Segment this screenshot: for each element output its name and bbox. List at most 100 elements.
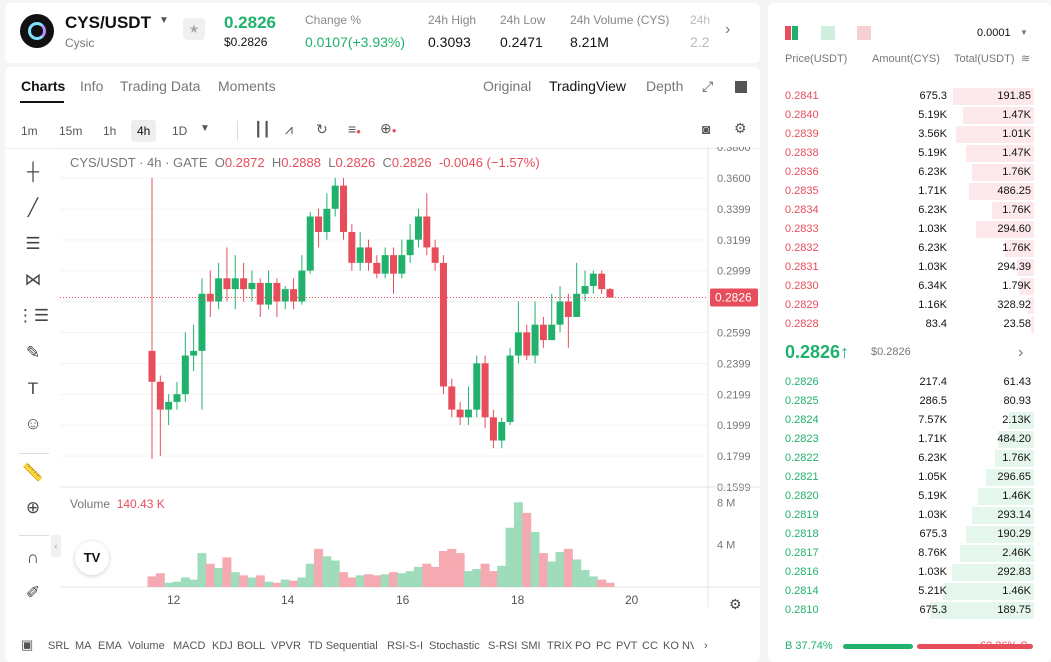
indicator-item[interactable]: VPVR bbox=[271, 640, 301, 652]
timeframe-1h[interactable]: 1h bbox=[103, 124, 117, 138]
tab-info[interactable]: Info bbox=[80, 78, 104, 94]
ask-row[interactable]: 0.2832 6.23K 1.76K bbox=[768, 239, 1051, 258]
indicator-item[interactable]: SRL bbox=[48, 640, 70, 652]
mid-price-usd: $0.2826 bbox=[871, 346, 911, 358]
bid-row[interactable]: 0.2826 217.4 61.43 bbox=[768, 373, 1051, 392]
indicator-item[interactable]: NV bbox=[682, 640, 694, 652]
gear-icon[interactable]: ⚙ bbox=[734, 120, 747, 136]
ask-row[interactable]: 0.2830 6.34K 1.79K bbox=[768, 277, 1051, 296]
indicator-item[interactable]: PO bbox=[575, 640, 591, 652]
bid-row[interactable]: 0.2820 5.19K 1.46K bbox=[768, 487, 1051, 506]
chevron-down-icon[interactable]: ▼ bbox=[1020, 28, 1028, 37]
indicator-item[interactable]: PVT bbox=[616, 640, 638, 652]
indicator-item[interactable]: KDJ bbox=[212, 640, 233, 652]
indicator-item[interactable]: EMA bbox=[98, 640, 122, 652]
tab-moments[interactable]: Moments bbox=[218, 78, 276, 94]
collapse-toolbar-icon[interactable]: ‹ bbox=[51, 535, 61, 557]
candle-type-icon[interactable]: ┃┃ bbox=[254, 121, 271, 137]
crosshair-icon[interactable]: ┼ bbox=[26, 162, 40, 181]
indicator-item[interactable]: BOLL bbox=[237, 640, 266, 652]
ask-row[interactable]: 0.2838 5.19K 1.47K bbox=[768, 144, 1051, 163]
ask-row[interactable]: 0.2835 1.71K 486.25 bbox=[768, 182, 1051, 201]
timeframe-4h[interactable]: 4h bbox=[131, 120, 157, 142]
indicator-item[interactable]: SMI bbox=[521, 640, 541, 652]
candlestick-chart[interactable]: 0.38000.36000.33990.31990.29990.27990.25… bbox=[60, 147, 760, 627]
indicator-item[interactable]: TD Sequential bbox=[308, 640, 378, 652]
tab-trading-data[interactable]: Trading Data bbox=[120, 78, 201, 94]
bid-row[interactable]: 0.2821 1.05K 296.65 bbox=[768, 468, 1051, 487]
indicator-item[interactable]: PC bbox=[596, 640, 612, 652]
timeframe-15m[interactable]: 15m bbox=[59, 124, 83, 138]
view-asks-icon[interactable] bbox=[857, 26, 871, 40]
camera-icon[interactable]: ◙ bbox=[702, 121, 711, 137]
bid-row[interactable]: 0.2814 5.21K 1.46K bbox=[768, 582, 1051, 601]
indicator-item[interactable]: Volume bbox=[128, 640, 165, 652]
bid-row[interactable]: 0.2819 1.03K 293.14 bbox=[768, 506, 1051, 525]
text-icon[interactable]: T bbox=[27, 379, 39, 398]
ask-row[interactable]: 0.2829 1.16K 328.92 bbox=[768, 296, 1051, 315]
bid-row[interactable]: 0.2824 7.57K 2.13K bbox=[768, 411, 1051, 430]
chevron-right-icon[interactable]: › bbox=[704, 640, 708, 652]
indicator-item[interactable]: KO bbox=[663, 640, 679, 652]
refresh-icon[interactable]: ↻ bbox=[316, 121, 328, 137]
ask-row[interactable]: 0.2839 3.56K 1.01K bbox=[768, 125, 1051, 144]
trendline-icon[interactable]: ╱ bbox=[27, 198, 39, 217]
ask-row[interactable]: 0.2840 5.19K 1.47K bbox=[768, 106, 1051, 125]
tab-tradingview[interactable]: TradingView bbox=[549, 78, 627, 94]
indicator-item[interactable]: CC bbox=[642, 640, 658, 652]
indicators-icon[interactable]: ⩘ bbox=[285, 121, 293, 137]
ruler-icon[interactable]: 📏 bbox=[22, 463, 44, 482]
templates-icon[interactable]: ≡● bbox=[348, 121, 362, 137]
view-both-icon[interactable] bbox=[785, 26, 791, 40]
timeframe-1m[interactable]: 1m bbox=[21, 124, 38, 138]
pattern-icon[interactable]: ⋈ bbox=[24, 270, 42, 289]
magnet-icon[interactable]: ∩ bbox=[26, 548, 40, 567]
calendar-icon[interactable]: ▣ bbox=[21, 637, 34, 652]
view-bids-icon[interactable] bbox=[821, 26, 835, 40]
fullscreen-icon[interactable] bbox=[735, 81, 747, 93]
tradingview-logo[interactable]: TV bbox=[75, 541, 109, 575]
chevron-down-icon[interactable]: ▼ bbox=[200, 123, 210, 134]
tab-depth[interactable]: Depth bbox=[646, 78, 684, 94]
candle-body bbox=[439, 262, 447, 387]
zoom-in-icon[interactable]: ⊕ bbox=[25, 498, 41, 517]
indicator-item[interactable]: MA bbox=[75, 640, 92, 652]
ask-row[interactable]: 0.2841 675.3 191.85 bbox=[768, 87, 1051, 106]
lock-drawing-icon[interactable]: ✐ bbox=[25, 583, 41, 602]
pair-name[interactable]: CYS/USDT bbox=[65, 13, 151, 32]
bid-row[interactable]: 0.2817 8.76K 2.46K bbox=[768, 544, 1051, 563]
ask-row[interactable]: 0.2828 83.4 23.58 bbox=[768, 315, 1051, 334]
indicator-item[interactable]: S-RSI bbox=[488, 640, 518, 652]
favorite-star-icon[interactable]: ★ bbox=[183, 18, 205, 40]
brush-icon[interactable]: ✎ bbox=[25, 343, 41, 362]
candle-body bbox=[306, 216, 314, 271]
ask-row[interactable]: 0.2834 6.23K 1.76K bbox=[768, 201, 1051, 220]
bid-row[interactable]: 0.2823 1.71K 484.20 bbox=[768, 430, 1051, 449]
indicator-item[interactable]: TRIX bbox=[547, 640, 573, 652]
bid-row[interactable]: 0.2810 675.3 189.75 bbox=[768, 601, 1051, 620]
chevron-right-icon[interactable]: › bbox=[725, 21, 731, 38]
ask-row[interactable]: 0.2836 6.23K 1.76K bbox=[768, 163, 1051, 182]
chevron-down-icon[interactable]: ▼ bbox=[159, 15, 169, 26]
bid-row[interactable]: 0.2818 675.3 190.29 bbox=[768, 525, 1051, 544]
tab-charts[interactable]: Charts bbox=[21, 78, 66, 94]
precision-select[interactable]: 0.0001 bbox=[977, 27, 1011, 39]
indicator-item[interactable]: MACD bbox=[173, 640, 206, 652]
swap-units-icon[interactable]: ≋ bbox=[1021, 53, 1031, 65]
tab-original[interactable]: Original bbox=[483, 78, 532, 94]
chart-settings-icon[interactable]: ⚙ bbox=[729, 596, 742, 612]
indicator-item[interactable]: Stochastic bbox=[429, 640, 480, 652]
bid-row[interactable]: 0.2822 6.23K 1.76K bbox=[768, 449, 1051, 468]
ask-row[interactable]: 0.2831 1.03K 294.39 bbox=[768, 258, 1051, 277]
ask-row[interactable]: 0.2833 1.03K 294.60 bbox=[768, 220, 1051, 239]
fib-icon[interactable]: ⋮☰ bbox=[16, 306, 50, 325]
chevron-right-icon[interactable]: › bbox=[1018, 344, 1024, 361]
add-indicator-icon[interactable]: ⊕● bbox=[380, 120, 397, 136]
expand-icon[interactable]: ⤢ bbox=[702, 78, 714, 94]
timeframe-1d[interactable]: 1D bbox=[172, 124, 188, 138]
horizontal-lines-icon[interactable]: ☰ bbox=[25, 234, 41, 253]
indicator-item[interactable]: RSI-S-I bbox=[387, 640, 424, 652]
bid-row[interactable]: 0.2825 286.5 80.93 bbox=[768, 392, 1051, 411]
emoji-icon[interactable]: ☺ bbox=[24, 414, 42, 433]
bid-row[interactable]: 0.2816 1.03K 292.83 bbox=[768, 563, 1051, 582]
